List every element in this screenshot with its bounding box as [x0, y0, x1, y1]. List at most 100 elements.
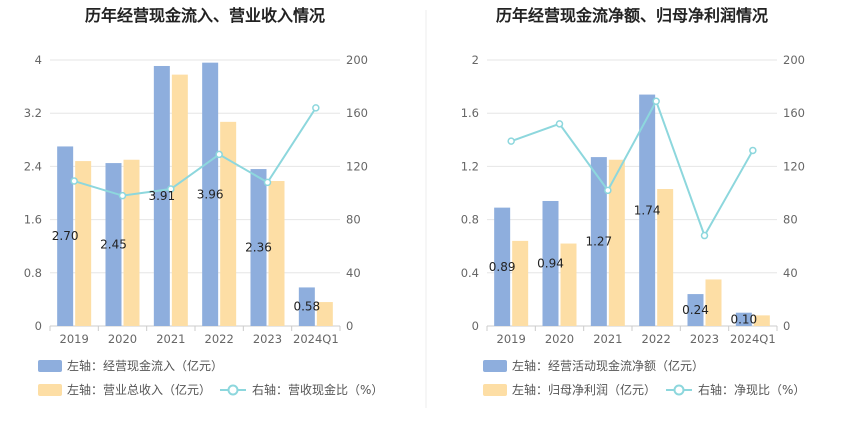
y-left-tick-label: 0: [35, 319, 42, 333]
x-tick-label: 2020: [545, 332, 574, 346]
bar-net-profit: [560, 243, 577, 326]
x-tick-label: 2019: [497, 332, 526, 346]
y-right-tick-label: 0: [346, 319, 353, 333]
chart-left-y-left-ticks: 0 0.8 1.6 2.4 3.2 4: [24, 53, 42, 333]
bar-revenue: [123, 159, 140, 326]
bar-cash-inflow: [57, 146, 74, 326]
bar-revenue: [316, 302, 333, 326]
bar-value-label: 0.94: [537, 256, 564, 270]
chart-left-legend: 左轴：经营现金流入（亿元） 左轴：营业总收入（亿元） 右轴：营收现金比（%）: [38, 358, 383, 397]
y-right-tick-label: 40: [346, 266, 361, 280]
y-left-tick-label: 2.4: [24, 159, 42, 173]
y-left-tick-label: 4: [35, 53, 42, 67]
y-left-tick-label: 0.8: [461, 213, 479, 227]
legend-swatch-bar-yellow: [483, 384, 507, 396]
legend-label: 右轴：净现比（%）: [698, 382, 805, 397]
y-left-tick-label: 0.4: [461, 266, 479, 280]
chart-right-data-labels: 0.89 0.94 1.27 1.74 0.24 0.10: [489, 203, 757, 326]
bar-revenue: [220, 121, 237, 326]
bar-net-profit: [608, 159, 625, 326]
y-right-tick-label: 120: [783, 159, 805, 173]
bar-cash-inflow: [105, 163, 122, 326]
y-left-tick-label: 1.6: [461, 106, 479, 120]
y-right-tick-label: 200: [346, 53, 368, 67]
bar-value-label: 0.89: [489, 260, 516, 274]
bar-operating-cash-net: [494, 207, 511, 326]
bar-value-label: 2.45: [100, 238, 127, 252]
y-left-tick-label: 0: [472, 319, 479, 333]
ratio-line-point: [312, 104, 320, 112]
bar-revenue: [171, 74, 188, 326]
y-left-tick-label: 1.6: [24, 213, 42, 227]
y-right-tick-label: 80: [783, 213, 798, 227]
chart-left-title: 历年经营现金流入、营业收入情况: [85, 6, 325, 25]
legend-label: 左轴：归母净利润（亿元）: [512, 382, 656, 397]
bar-value-label: 0.10: [730, 312, 757, 326]
x-tick-label: 2020: [108, 332, 137, 346]
ratio-line-point: [167, 185, 175, 193]
x-tick-label: 2023: [253, 332, 282, 346]
x-tick-label: 2023: [690, 332, 719, 346]
ratio-line-path: [510, 98, 754, 238]
x-tick-label: 2022: [205, 332, 234, 346]
ratio-line-point: [604, 186, 612, 195]
bar-value-label: 1.27: [585, 235, 612, 249]
y-right-tick-label: 120: [346, 159, 368, 173]
chart-right: 历年经营现金流净额、归母净利润情况 0 0.4 0.8 1.2 1.6 2 0 40 80 12…: [461, 6, 806, 397]
bar-cash-inflow: [153, 65, 170, 327]
chart-left-data-labels: 2.70 2.45 3.91 3.96 2.36 0.58: [52, 187, 320, 313]
bar-value-label: 1.74: [634, 203, 661, 217]
x-tick-label: 2024Q1: [293, 332, 339, 346]
bar-operating-cash-net: [687, 294, 704, 326]
bar-cash-inflow: [250, 169, 267, 326]
ratio-line-path: [73, 107, 317, 197]
y-left-tick-label: 2: [472, 53, 479, 67]
x-tick-label: 2024Q1: [730, 332, 776, 346]
chart-left-x-ticks: 2019 2020 2021 2022 2023 2024Q1: [49, 326, 341, 346]
chart-left-y-right-ticks: 0 40 80 120 160 200: [346, 53, 368, 333]
chart-left-ratio-line: [70, 104, 320, 200]
y-right-tick-label: 200: [783, 53, 805, 67]
legend-swatch-bar-yellow: [38, 384, 62, 396]
bar-value-label: 2.36: [245, 241, 272, 255]
y-left-tick-label: 1.2: [461, 159, 479, 173]
chart-right-y-left-ticks: 0 0.4 0.8 1.2 1.6 2: [461, 53, 479, 333]
chart-left: 历年经营现金流入、营业收入情况 0 0.8 1.6 2.4 3.2 4 0 40 80 120 1…: [24, 6, 384, 397]
ratio-line-point: [118, 191, 127, 200]
y-right-tick-label: 40: [783, 266, 798, 280]
bar-value-label: 2.70: [52, 229, 79, 243]
bar-operating-cash-net: [590, 157, 607, 326]
legend-label: 左轴：经营现金流入（亿元）: [67, 358, 223, 373]
legend-swatch-marker: [673, 384, 685, 396]
legend-swatch-bar-blue: [38, 360, 62, 372]
chart-right-ratio-line: [507, 97, 757, 240]
ratio-line-point: [507, 137, 515, 145]
ratio-line-point: [263, 178, 272, 187]
bar-net-profit: [753, 315, 770, 326]
bar-cash-inflow: [298, 287, 315, 326]
y-left-tick-label: 0.8: [24, 266, 42, 280]
y-right-tick-label: 160: [346, 106, 368, 120]
ratio-line-point: [70, 177, 78, 185]
chart-right-y-right-ticks: 0 40 80 120 160 200: [783, 53, 805, 333]
chart-left-gridlines: [50, 59, 340, 327]
legend-label: 左轴：经营活动现金流净额（亿元）: [512, 358, 704, 373]
bar-net-profit: [657, 189, 674, 326]
legend-label: 左轴：营业总收入（亿元）: [67, 382, 211, 397]
chart-right-bars: [494, 94, 770, 326]
ratio-line-point: [215, 150, 223, 159]
bar-value-label: 3.96: [197, 187, 224, 201]
ratio-line-point: [700, 231, 709, 240]
y-right-tick-label: 160: [783, 106, 805, 120]
legend-swatch-marker: [227, 384, 239, 396]
y-right-tick-label: 0: [783, 319, 790, 333]
chart-right-x-ticks: 2019 2020 2021 2022 2023 2024Q1: [486, 326, 778, 346]
bar-net-profit: [512, 240, 529, 326]
y-right-tick-label: 80: [346, 213, 361, 227]
bar-revenue: [268, 181, 285, 326]
x-tick-label: 2021: [156, 332, 185, 346]
bar-revenue: [75, 161, 92, 326]
y-left-tick-label: 3.2: [24, 106, 42, 120]
x-tick-label: 2022: [642, 332, 671, 346]
